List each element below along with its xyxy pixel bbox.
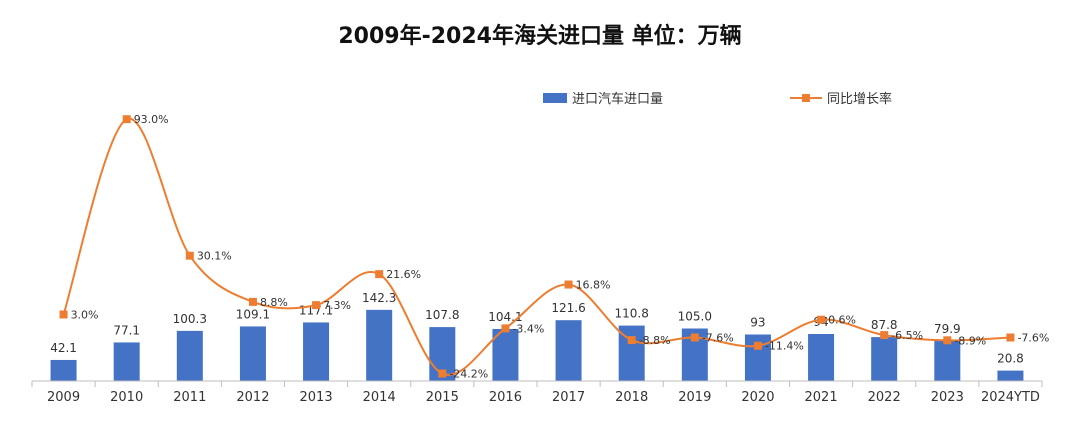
x-tick-label-2011: 2011 [173, 390, 206, 405]
growth-label-2015: -24.2% [449, 368, 488, 381]
growth-label-2012: 8.8% [260, 296, 288, 309]
bar-2017 [555, 320, 582, 381]
growth-label-2018: -8.8% [639, 334, 671, 347]
bar-label-2012: 109.1 [236, 307, 270, 321]
bar-label-2020: 93 [750, 316, 765, 330]
growth-label-2022: -6.5% [891, 329, 923, 342]
growth-value-labels: 3.0% 93.0% 30.1% 8.8% 7.3% 21.6% -24.2% -3.4% 16… [71, 113, 1050, 380]
bar-label-2009: 42.1 [50, 341, 77, 355]
x-tick-label-2021: 2021 [805, 390, 838, 405]
x-tick-label-2024YTD: 2024YTD [981, 390, 1040, 405]
growth-label-2023: -8.9% [954, 334, 986, 347]
growth-marker-2012 [248, 297, 257, 306]
bar-label-2017: 121.6 [551, 301, 585, 315]
bar-2024YTD [997, 370, 1024, 381]
growth-label-2009: 3.0% [71, 308, 99, 321]
growth-marker-2015 [438, 369, 447, 378]
bar-2023 [934, 341, 961, 381]
legend-label-line: 同比增长率 [827, 91, 892, 107]
growth-marker-2014 [375, 270, 384, 279]
growth-label-2016: -3.4% [512, 322, 544, 335]
x-axis-ticks: 2009 2010 2011 2012 2013 2014 2015 2016 2017 2018… [31, 381, 1043, 405]
x-tick-label-2009: 2009 [47, 390, 80, 405]
bar-label-2018: 110.8 [615, 307, 649, 321]
growth-marker-2010 [122, 115, 131, 124]
growth-marker-2017 [564, 280, 573, 289]
x-tick-label-2023: 2023 [931, 390, 964, 405]
growth-label-2013: 7.3% [323, 299, 351, 312]
bar-label-2010: 77.1 [113, 323, 140, 337]
x-tick-label-2020: 2020 [741, 390, 774, 405]
growth-label-2024YTD: -7.6% [1017, 331, 1049, 344]
legend: 进口汽车进口量 同比增长率 [543, 91, 892, 107]
x-tick-label-2015: 2015 [426, 390, 459, 405]
bar-2014 [366, 309, 393, 381]
growth-marker-2024YTD [1006, 333, 1015, 342]
x-tick-label-2022: 2022 [868, 390, 901, 405]
x-tick-label-2017: 2017 [552, 390, 585, 405]
legend-label-bar: 进口汽车进口量 [572, 91, 663, 107]
bar-2016 [492, 328, 519, 381]
x-tick-label-2014: 2014 [363, 390, 396, 405]
x-tick-label-2019: 2019 [678, 390, 711, 405]
growth-marker-2022 [880, 331, 889, 340]
growth-label-2017: 16.8% [576, 279, 611, 292]
growth-marker-2021 [817, 315, 826, 324]
bar-label-2024YTD: 20.8 [997, 352, 1024, 366]
growth-line-series [59, 115, 1015, 378]
bar-2013 [303, 322, 330, 381]
growth-marker-2019 [690, 333, 699, 342]
x-tick-label-2018: 2018 [615, 390, 648, 405]
chart-title: 2009年-2024年海关进口量 单位：万辆 [338, 24, 742, 49]
x-tick-label-2010: 2010 [110, 390, 143, 405]
bar-2011 [176, 330, 203, 381]
legend-swatch-marker [802, 94, 810, 102]
growth-label-2019: -7.6% [702, 331, 734, 344]
x-tick-label-2013: 2013 [300, 390, 333, 405]
bar-2009 [50, 359, 77, 381]
x-tick-label-2016: 2016 [489, 390, 522, 405]
growth-marker-2009 [59, 310, 68, 319]
bar-label-2022: 87.8 [871, 318, 898, 332]
bar-2021 [808, 334, 835, 381]
legend-swatch-bar [543, 93, 567, 103]
bar-series [50, 309, 1024, 381]
growth-marker-2018 [627, 336, 636, 345]
x-tick-label-2012: 2012 [236, 390, 269, 405]
growth-label-2020: -11.4% [765, 340, 804, 353]
growth-line-path [62, 117, 1011, 376]
bar-2022 [871, 337, 898, 381]
bar-2012 [239, 326, 266, 381]
growth-marker-2011 [185, 251, 194, 260]
bar-label-2011: 100.3 [173, 312, 207, 326]
bar-label-2023: 79.9 [934, 322, 961, 336]
growth-label-2021: 0.6% [828, 314, 856, 327]
growth-marker-2016 [501, 324, 510, 333]
growth-marker-2023 [943, 336, 952, 345]
bar-label-2015: 107.8 [425, 308, 459, 322]
growth-marker-2013 [312, 301, 321, 310]
bar-2010 [113, 342, 140, 381]
growth-label-2010: 93.0% [134, 113, 169, 126]
bar-label-2019: 105.0 [678, 310, 712, 324]
growth-label-2014: 21.6% [386, 268, 421, 281]
bar-label-2014: 142.3 [362, 291, 396, 305]
growth-label-2011: 30.1% [197, 250, 232, 263]
growth-marker-2020 [753, 341, 762, 350]
